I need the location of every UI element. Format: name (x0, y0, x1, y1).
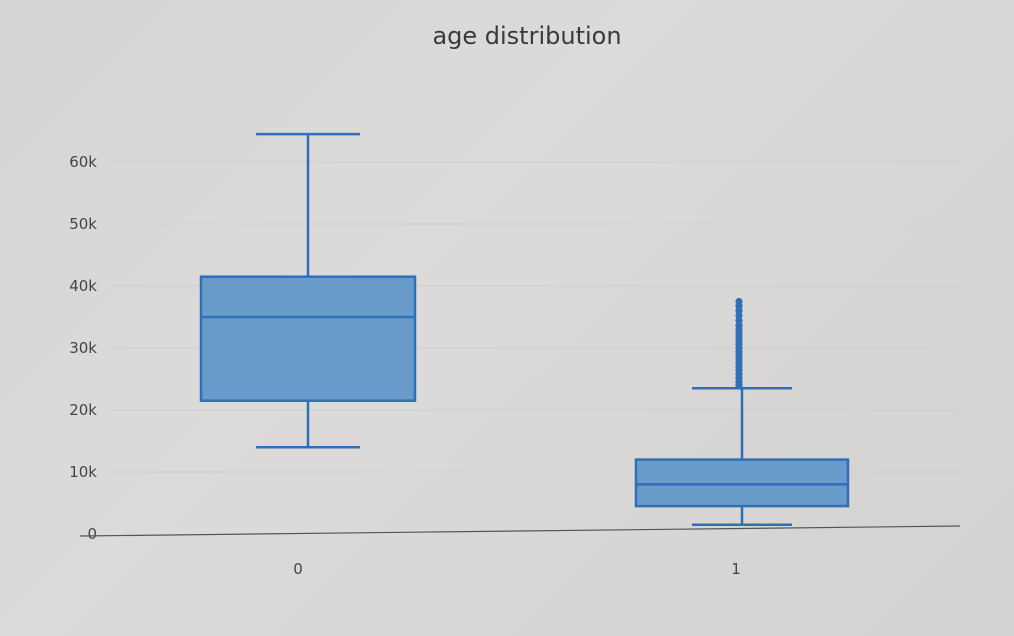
iqr-box (634, 458, 850, 508)
y-tick-label: 10k (69, 463, 97, 481)
chart-title: age distribution (432, 22, 622, 50)
y-tick-label: 20k (69, 401, 97, 419)
y-tick-label: 40k (69, 277, 97, 295)
iqr-box (199, 275, 417, 402)
y-tick-label: 60k (69, 153, 97, 171)
outlier-point (735, 317, 743, 325)
y-tick-label: 30k (69, 339, 97, 357)
outlier-point (735, 322, 743, 330)
outlier-point (735, 312, 743, 320)
y-tick-label: 0 (87, 525, 97, 543)
outlier-point (735, 297, 743, 306)
outlier-point (735, 307, 743, 315)
x-tick-label: 1 (731, 560, 741, 578)
x-axis-line (79, 525, 961, 537)
x-tick-label: 0 (293, 560, 303, 578)
y-tick-label: 50k (69, 215, 97, 233)
